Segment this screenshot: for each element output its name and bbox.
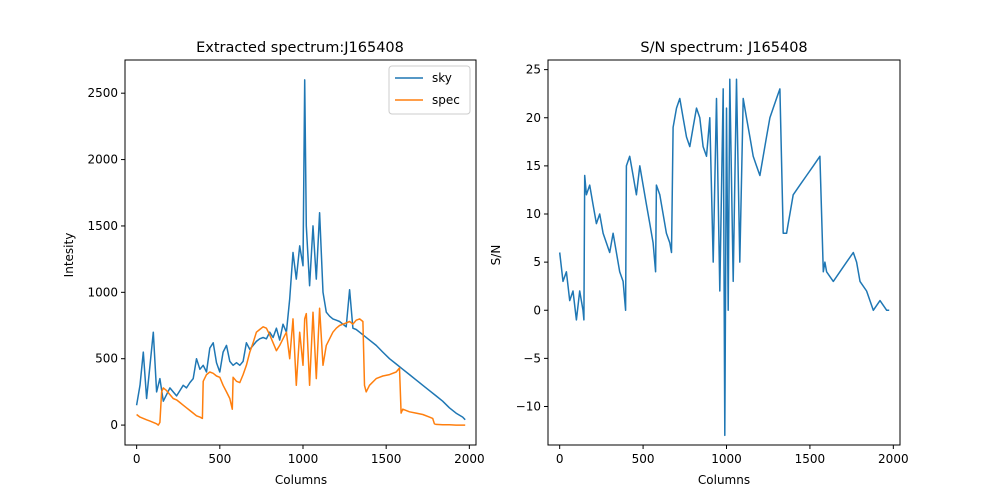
legend: sky spec [388,65,471,115]
legend-label-sky: sky [432,71,452,85]
y-axis-label: Intesity [62,233,76,278]
x-tick-label: 0 [556,452,564,466]
y-tick-label: 500 [95,352,118,366]
x-tick-label: 1000 [711,452,742,466]
y-tick-label: 2500 [87,86,118,100]
y-tick-label: 2000 [87,153,118,167]
x-tick-label: 2000 [454,452,485,466]
chart-title: Extracted spectrum:J165408 [196,40,404,56]
y-tick-label: 5 [533,255,541,269]
sn-chart: S/N spectrum: J165408 Columns S/N 0 500 10… [489,40,909,487]
x-axis-label: Columns [698,473,750,487]
y-axis-label: S/N [489,245,503,266]
x-tick-label: 0 [133,452,141,466]
axes-frame [124,59,477,446]
legend-label-spec: spec [432,93,460,107]
y-tick-label: 0 [110,418,118,432]
y-tick-label: 20 [526,111,541,125]
series-line-sky [135,79,466,421]
ticks-group: 0 500 1000 1500 2000 0 500 1000 1500 2000 2500 [87,86,484,466]
ticks-group: 0 500 1000 1500 2000 −10 −5 0 5 10 15 20 25 [516,63,909,466]
x-tick-label: 1500 [371,452,402,466]
series-line-sn [558,78,890,437]
x-tick-label: 500 [632,452,655,466]
chart-title: S/N spectrum: J165408 [640,40,807,56]
x-tick-label: 500 [208,452,231,466]
y-tick-label: −5 [523,351,541,365]
series-line-spec [136,307,466,426]
spectrum-chart: Extracted spectrum:J165408 Columns Intes… [62,40,485,487]
x-tick-label: 1000 [288,452,319,466]
y-tick-label: 10 [526,207,541,221]
x-axis-label: Columns [275,473,327,487]
x-tick-label: 1500 [795,452,826,466]
plot-area [135,79,466,426]
axes-frame [547,59,901,446]
x-tick-label: 2000 [878,452,909,466]
y-tick-label: 15 [526,159,541,173]
y-tick-label: 25 [526,63,541,77]
y-tick-label: −10 [516,400,541,414]
y-tick-label: 1500 [87,219,118,233]
y-tick-label: 1000 [87,285,118,299]
y-tick-label: 0 [533,303,541,317]
plot-area [558,78,890,437]
